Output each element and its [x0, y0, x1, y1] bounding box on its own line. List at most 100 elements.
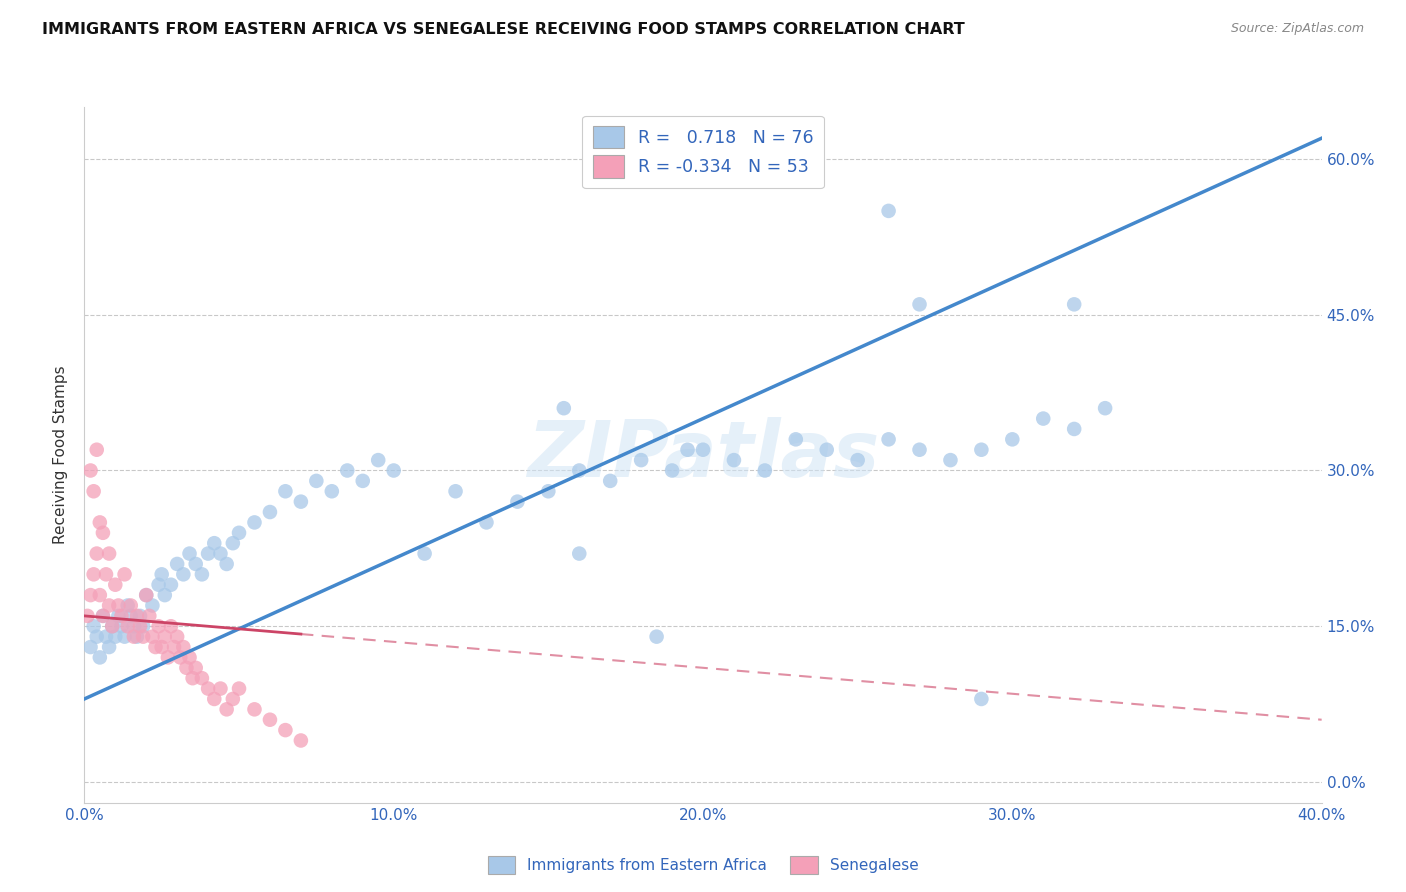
Legend: Immigrants from Eastern Africa, Senegalese: Immigrants from Eastern Africa, Senegale… [481, 850, 925, 880]
Point [91, 608, 114, 623]
Point [1094, 401, 1116, 416]
Point [475, 516, 498, 530]
Point [645, 630, 668, 644]
Y-axis label: Receiving Food Stamps: Receiving Food Stamps [53, 366, 69, 544]
Point [537, 484, 560, 499]
Point [129, 608, 152, 623]
Point [86, 547, 108, 561]
Point [184, 557, 207, 571]
Point [630, 453, 652, 467]
Point [1001, 433, 1024, 447]
Point [107, 608, 129, 623]
Point [169, 650, 191, 665]
Point [104, 630, 127, 644]
Point [135, 588, 157, 602]
Point [846, 453, 869, 467]
Point [83, 567, 105, 582]
Point [243, 702, 266, 716]
Point [86, 630, 108, 644]
Point [970, 442, 993, 457]
Point [290, 733, 312, 747]
Point [83, 619, 105, 633]
Point [970, 692, 993, 706]
Point [179, 650, 201, 665]
Point [274, 484, 297, 499]
Point [785, 433, 807, 447]
Point [153, 588, 176, 602]
Point [197, 681, 219, 696]
Point [1063, 422, 1085, 436]
Point [114, 567, 136, 582]
Point [676, 442, 699, 457]
Point [148, 619, 170, 633]
Point [101, 619, 124, 633]
Point [79, 463, 101, 477]
Point [184, 661, 207, 675]
Point [215, 557, 238, 571]
Text: ZIPatlas: ZIPatlas [527, 417, 879, 493]
Point [1032, 411, 1054, 425]
Point [553, 401, 575, 416]
Point [120, 599, 142, 613]
Point [506, 494, 529, 508]
Point [191, 567, 214, 582]
Point [939, 453, 962, 467]
Point [122, 630, 145, 644]
Point [692, 442, 714, 457]
Point [107, 599, 129, 613]
Point [89, 588, 111, 602]
Point [101, 619, 124, 633]
Point [908, 297, 931, 311]
Point [98, 599, 121, 613]
Point [156, 650, 179, 665]
Point [179, 547, 201, 561]
Point [215, 702, 238, 716]
Point [94, 630, 117, 644]
Point [568, 547, 591, 561]
Point [132, 619, 155, 633]
Point [382, 463, 405, 477]
Point [172, 640, 194, 654]
Point [222, 536, 245, 550]
Point [148, 578, 170, 592]
Point [176, 661, 198, 675]
Point [243, 516, 266, 530]
Point [661, 463, 683, 477]
Point [202, 692, 225, 706]
Point [114, 630, 136, 644]
Point [79, 640, 101, 654]
Point [209, 681, 232, 696]
Point [723, 453, 745, 467]
Point [83, 484, 105, 499]
Point [135, 588, 157, 602]
Point [110, 608, 132, 623]
Point [413, 547, 436, 561]
Text: IMMIGRANTS FROM EASTERN AFRICA VS SENEGALESE RECEIVING FOOD STAMPS CORRELATION C: IMMIGRANTS FROM EASTERN AFRICA VS SENEGA… [42, 22, 965, 37]
Point [163, 640, 186, 654]
Point [815, 442, 838, 457]
Point [202, 536, 225, 550]
Point [89, 650, 111, 665]
Point [79, 588, 101, 602]
Point [94, 567, 117, 582]
Point [86, 442, 108, 457]
Point [98, 640, 121, 654]
Point [259, 713, 281, 727]
Point [274, 723, 297, 738]
Point [76, 608, 98, 623]
Point [209, 547, 232, 561]
Point [228, 525, 250, 540]
Point [754, 463, 776, 477]
Point [141, 599, 163, 613]
Point [117, 599, 139, 613]
Point [132, 630, 155, 644]
Point [877, 433, 900, 447]
Point [98, 547, 121, 561]
Point [321, 484, 343, 499]
Point [129, 619, 152, 633]
Point [104, 578, 127, 592]
Point [160, 619, 183, 633]
Point [444, 484, 467, 499]
Point [191, 671, 214, 685]
Point [125, 630, 148, 644]
